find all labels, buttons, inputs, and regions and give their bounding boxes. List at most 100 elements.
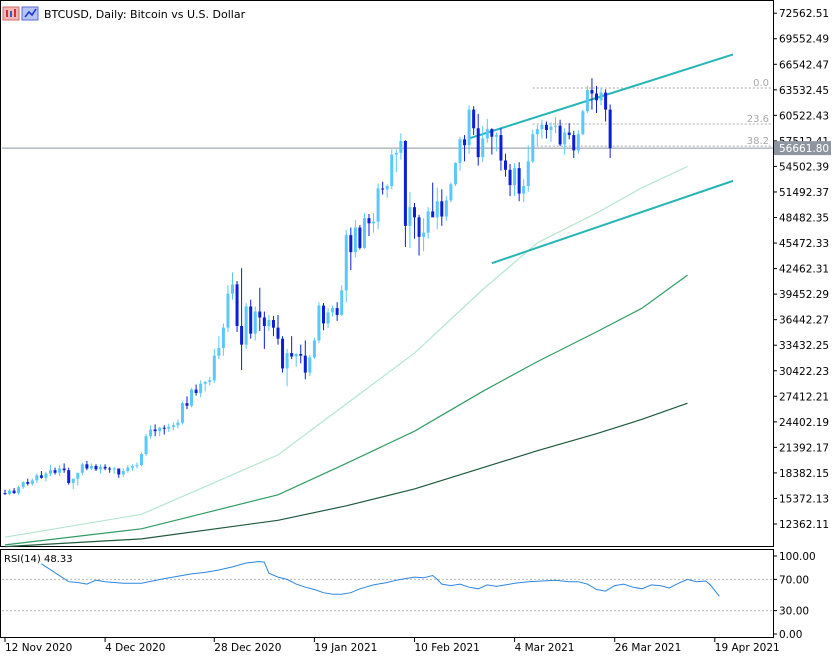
candle (108, 466, 112, 473)
candle-body (99, 466, 103, 470)
candle (294, 353, 298, 367)
candle-body (431, 211, 435, 218)
candle-body (599, 92, 603, 101)
candle-body (21, 482, 25, 488)
candle (458, 136, 462, 171)
fib-level-label: 23.6 (747, 114, 769, 125)
candle-body (3, 493, 7, 495)
candle (604, 89, 608, 122)
price-tick-label: 42462.31 (779, 264, 829, 276)
candle-body (76, 472, 80, 479)
candle-body (522, 185, 526, 194)
candle (285, 348, 289, 387)
candle-body (517, 168, 521, 194)
candle-body (367, 218, 371, 224)
candle-body (467, 109, 471, 146)
candle (476, 113, 480, 166)
candle-body (463, 139, 467, 146)
candle-body (226, 293, 230, 328)
candle-body (167, 426, 171, 429)
candle (417, 214, 421, 256)
price-axis[interactable]: 12362.11 15372.13 18382.15 21392.17 24402.19… (773, 8, 829, 531)
price-tick-label: 15372.13 (779, 493, 829, 505)
price-tick-label: 18382.15 (779, 468, 829, 480)
candle-body (394, 152, 398, 155)
candle-body (490, 129, 494, 137)
candle-body (144, 436, 148, 455)
candle (44, 471, 48, 482)
candle (608, 104, 612, 158)
candle (394, 149, 398, 173)
candle-body (240, 325, 244, 345)
candle (281, 336, 285, 373)
candle (499, 128, 503, 171)
candle-body (62, 468, 66, 471)
candle-body (208, 380, 212, 382)
candle (422, 218, 426, 252)
candle (162, 425, 166, 435)
candle-body (221, 327, 225, 349)
ma-fast-line (4, 165, 688, 538)
candle-body (217, 348, 221, 356)
candle (413, 202, 416, 239)
candle-body (435, 201, 439, 218)
candle (99, 464, 103, 474)
candle-body (331, 308, 335, 313)
candle-body (71, 478, 75, 483)
candle (180, 401, 184, 425)
candle-body (544, 124, 548, 130)
candle-body (554, 125, 558, 127)
candle-body (199, 383, 203, 393)
candle-body (549, 126, 553, 130)
trading-icon[interactable] (21, 6, 39, 21)
candle (344, 230, 348, 303)
chart-window-icon[interactable] (2, 6, 20, 21)
candle (440, 189, 444, 226)
candle-body (426, 211, 430, 233)
time-tick-label: 19 Apr 2021 (715, 642, 780, 654)
candle (381, 181, 385, 195)
candle-body (185, 403, 189, 406)
candle (290, 336, 294, 360)
candle-body (604, 92, 608, 110)
candle-body (203, 381, 207, 384)
candle (21, 481, 25, 489)
candle (199, 380, 203, 398)
candle-body (349, 235, 353, 253)
candle-body (299, 353, 303, 356)
candle-body (162, 427, 166, 429)
candle (217, 336, 221, 360)
candle (535, 124, 539, 146)
candle-body (89, 465, 93, 469)
candle (62, 463, 66, 473)
candle (240, 268, 244, 371)
candle (526, 145, 530, 192)
candle (231, 272, 234, 300)
candle (140, 452, 143, 466)
candle-body (595, 93, 598, 101)
candle-body (585, 90, 589, 112)
time-axis[interactable]: 12 Nov 2020 4 Dec 2020 28 Dec 2020 19 Jan 2… (4, 638, 780, 654)
candle (253, 306, 257, 341)
candle (317, 302, 321, 343)
price-tick-label: 72562.51 (779, 8, 829, 20)
candle (39, 471, 43, 479)
rsi-axis: 0.00 30.00 70.00 100.00 (773, 551, 816, 641)
candle-body (294, 353, 298, 357)
candle (508, 163, 512, 197)
candle (312, 337, 316, 360)
candle-body (26, 482, 30, 484)
candle (531, 129, 535, 164)
candle-body (35, 475, 39, 481)
candle (194, 384, 198, 396)
candle-body (8, 490, 12, 494)
candle-body (540, 124, 544, 130)
candle (349, 227, 353, 270)
candle-body (494, 135, 498, 137)
candle-body (390, 154, 394, 186)
candle (58, 465, 62, 477)
price-tick-label: 36442.27 (779, 315, 829, 327)
